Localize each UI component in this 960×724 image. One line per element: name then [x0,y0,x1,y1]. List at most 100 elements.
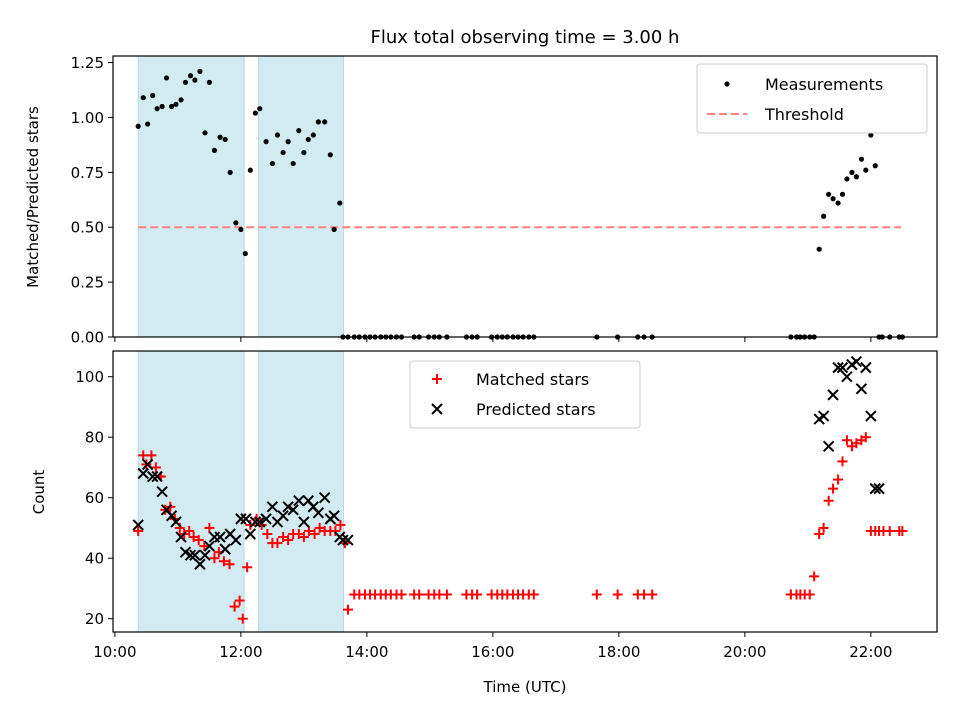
predicted-point [337,534,349,546]
measurement-point [830,196,836,202]
matched-point [237,613,248,624]
measurement-point [296,128,302,134]
predicted-point [184,549,197,561]
matched-point [528,589,539,600]
predicted-point [342,534,354,546]
measurement-point [853,174,859,180]
predicted-point [328,510,340,522]
legend-threshold: Threshold [764,105,844,124]
count-panel: 20 40 60 80 100 10:00 12:00 14:00 16:00 18:00 20:… [30,350,938,696]
matched-point [234,595,245,606]
measurement-point [816,246,822,252]
matched-point [283,535,294,546]
matched-point [396,589,407,600]
top-legend: Measurements Threshold [696,63,928,134]
predicted-point [141,458,154,471]
predicted-point [298,516,310,528]
matched-point [441,589,452,600]
predicted-point [244,528,257,540]
measurement-point [233,220,239,226]
matched-point [133,525,144,536]
matched-point [612,589,623,600]
legend-predicted: Predicted stars [476,400,596,419]
top-ylabel: Matched/Predicted stars [24,106,42,288]
x-tick-label: 14:00 [345,643,388,661]
measurement-point [187,73,194,79]
bottom-xlabel: Time (UTC) [483,678,567,696]
predicted-point [189,549,201,561]
predicted-point [203,540,216,552]
matched-point [199,541,210,552]
measurement-point [257,106,263,112]
y-tick-label: 100 [75,368,104,386]
matched-point [146,450,157,461]
predicted-point [199,549,211,561]
measurement-point [178,97,184,103]
measurement-point [159,103,165,110]
matched-point [330,525,341,536]
y-tick-label: 40 [85,550,104,568]
measurement-point [868,132,874,138]
measurement-point [211,147,218,153]
measurement-point [821,213,827,219]
measurement-point [192,77,198,83]
measurement-point [202,130,208,136]
measurement-point [140,95,146,101]
predicted-point [249,516,262,528]
measurement-point [285,139,291,145]
x-tick-label: 16:00 [471,643,514,661]
predicted-point [240,513,252,525]
predicted-point [865,410,877,422]
legend-matched: Matched stars [476,370,589,389]
legend-plus-marker [432,374,442,384]
predicted-point [293,495,305,507]
matched-point [193,535,204,546]
matched-point [150,462,161,473]
matched-point [342,604,353,615]
predicted-point [869,482,881,495]
matched-point [823,495,834,506]
predicted-point [165,510,178,522]
predicted-point [219,543,231,555]
predicted-point [254,516,266,528]
predicted-point [860,361,872,374]
matched-point [303,525,314,536]
matched-point [828,483,839,494]
predicted-point [850,355,863,368]
predicted-point [832,361,844,374]
predicted-point [146,470,159,483]
predicted-point [841,371,853,383]
y-tick-label: 0.75 [71,164,104,182]
predicted-point [214,531,226,543]
measurement-point [849,169,855,175]
matched-point [242,562,253,573]
y-tick-label: 0.25 [71,274,104,292]
predicted-point [170,516,182,528]
x-tick-label: 22:00 [849,643,892,661]
predicted-point [822,440,835,452]
measurement-point [301,149,307,156]
x-tick-label: 18:00 [597,643,640,661]
measurement-point [322,119,328,125]
matched-point [837,456,848,467]
predicted-point [156,485,168,498]
matched-point [262,528,273,539]
predicted-point [175,531,187,543]
y-tick-label: 0.50 [71,219,104,237]
predicted-point [137,467,149,480]
predicted-point [132,519,144,531]
matched-point [309,528,320,539]
x-tick-label: 12:00 [219,643,262,661]
observing-span [137,55,245,338]
measurement-point [217,134,223,140]
matched-point [472,589,483,600]
observing-span [258,55,345,338]
matched-point [818,522,829,533]
matched-point [184,525,195,536]
predicted-point [277,510,289,522]
predicted-point [235,513,247,525]
matched-point [335,519,346,530]
measurement-point [173,101,179,107]
matched-point [804,589,815,600]
